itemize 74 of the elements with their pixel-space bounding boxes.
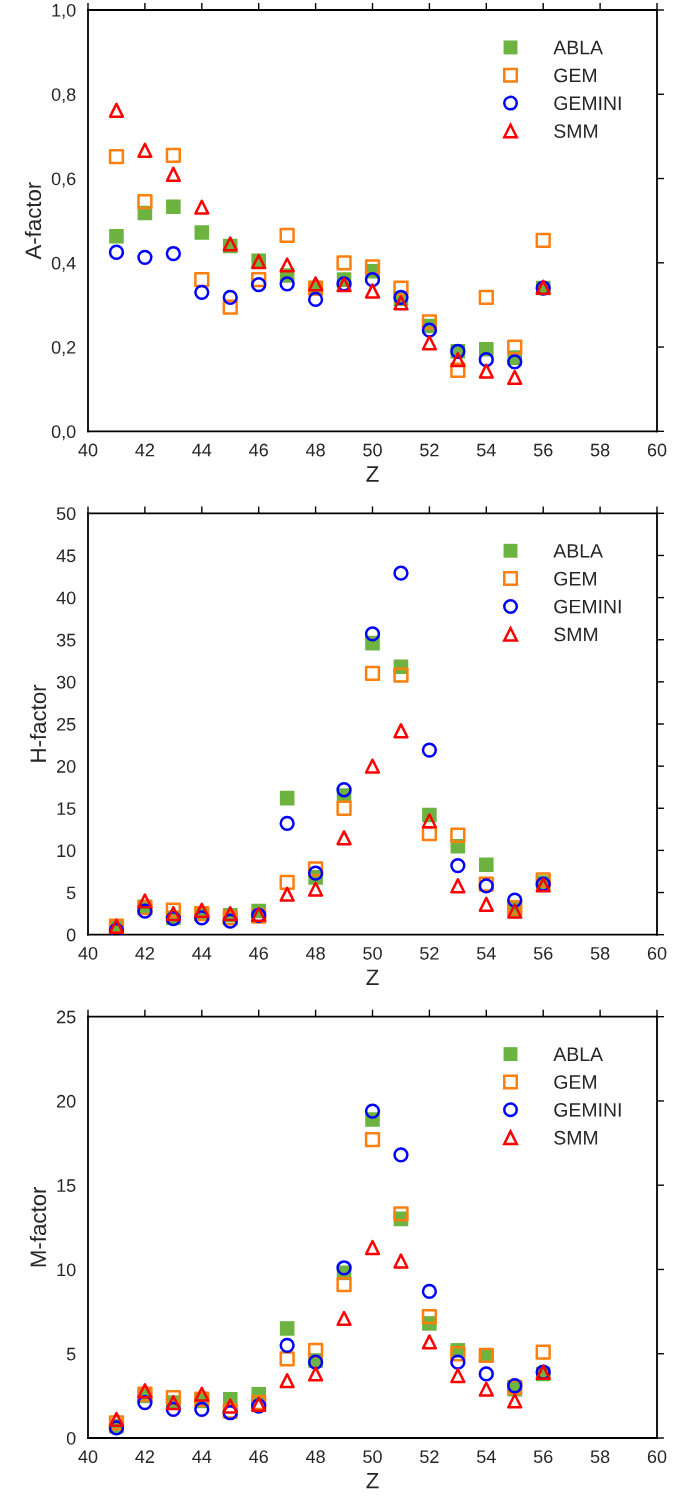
y-tick-label: 5 (66, 886, 76, 900)
y-tick-label: 0,0 (51, 425, 76, 441)
legend-label: SMM (554, 1130, 598, 1145)
legend-label: GEM (554, 571, 596, 586)
y-tick-label: 0,8 (51, 88, 76, 104)
x-tick-label: 40 (78, 443, 98, 457)
y-tick-label: 0,6 (51, 172, 76, 188)
x-tick-label: 48 (305, 946, 325, 960)
x-axis-title: Z (366, 1473, 379, 1489)
y-tick-label: 25 (57, 717, 76, 731)
x-tick-label: 42 (135, 946, 155, 960)
legend-label: GEM (554, 1075, 596, 1089)
x-tick-label: 52 (420, 1450, 439, 1464)
x-axis-title: Z (366, 969, 379, 985)
y-tick-label: 15 (57, 1179, 76, 1192)
x-tick-label: 50 (363, 1450, 382, 1464)
legend-label: GEM (554, 68, 596, 83)
x-tick-label: 46 (249, 946, 268, 960)
legend-label: ABLA (553, 40, 603, 55)
y-tick-label: 35 (56, 633, 76, 647)
x-tick-label: 56 (533, 1450, 553, 1464)
y-tick-label: 20 (57, 1094, 76, 1108)
x-tick-label: 42 (135, 1450, 155, 1463)
y-tick-label: 45 (56, 549, 76, 563)
y-axis-title: H-factor (29, 684, 47, 762)
y-tick-label: 10 (57, 844, 76, 858)
x-tick-label: 44 (192, 947, 212, 960)
legend-label: ABLA (553, 1047, 603, 1061)
x-tick-label: 58 (590, 1450, 610, 1464)
legend-label: SMM (554, 627, 598, 642)
y-tick-label: 1,0 (52, 3, 76, 19)
x-tick-label: 56 (533, 443, 553, 457)
x-tick-label: 58 (590, 946, 610, 960)
y-tick-label: 15 (57, 802, 76, 815)
y-axis-title: A-factor (24, 182, 42, 260)
x-tick-label: 40 (78, 946, 98, 960)
legend-label: GEMINI (554, 96, 621, 111)
x-tick-label: 48 (305, 1450, 325, 1464)
legend-label: ABLA (553, 544, 603, 558)
y-tick-label: 0,2 (51, 341, 76, 356)
x-tick-label: 60 (647, 443, 667, 457)
y-tick-label: 10 (57, 1263, 76, 1277)
x-tick-label: 42 (135, 443, 155, 457)
y-tick-label: 0 (66, 928, 76, 942)
y-tick-label: 5 (66, 1347, 76, 1361)
legend-label: SMM (554, 124, 598, 138)
y-tick-label: 50 (56, 507, 76, 521)
y-tick-label: 20 (57, 760, 76, 773)
y-tick-label: 30 (56, 675, 76, 689)
x-tick-label: 54 (476, 1450, 496, 1464)
x-tick-label: 50 (363, 946, 382, 960)
x-tick-label: 52 (420, 443, 439, 457)
x-tick-label: 52 (420, 946, 439, 960)
x-axis-title: Z (366, 466, 379, 482)
x-tick-label: 58 (590, 443, 610, 457)
legend-label: GEMINI (554, 1103, 621, 1117)
x-tick-label: 54 (476, 947, 496, 960)
x-tick-label: 46 (249, 1450, 268, 1464)
x-tick-label: 56 (533, 946, 553, 960)
x-tick-label: 44 (192, 443, 212, 457)
y-axis-title: M-factor (29, 1186, 47, 1267)
x-tick-label: 44 (192, 1450, 212, 1463)
y-tick-label: 25 (57, 1010, 76, 1024)
x-tick-label: 60 (647, 946, 667, 960)
y-tick-label: 0,4 (51, 256, 76, 272)
x-tick-label: 50 (363, 443, 382, 457)
y-tick-label: 0 (66, 1431, 76, 1445)
y-tick-label: 40 (56, 591, 76, 605)
x-tick-label: 48 (305, 443, 325, 457)
x-tick-label: 54 (476, 443, 496, 457)
x-tick-label: 40 (78, 1450, 98, 1464)
legend-label: GEMINI (554, 599, 621, 614)
x-tick-label: 60 (647, 1450, 667, 1464)
x-tick-label: 46 (249, 443, 268, 457)
